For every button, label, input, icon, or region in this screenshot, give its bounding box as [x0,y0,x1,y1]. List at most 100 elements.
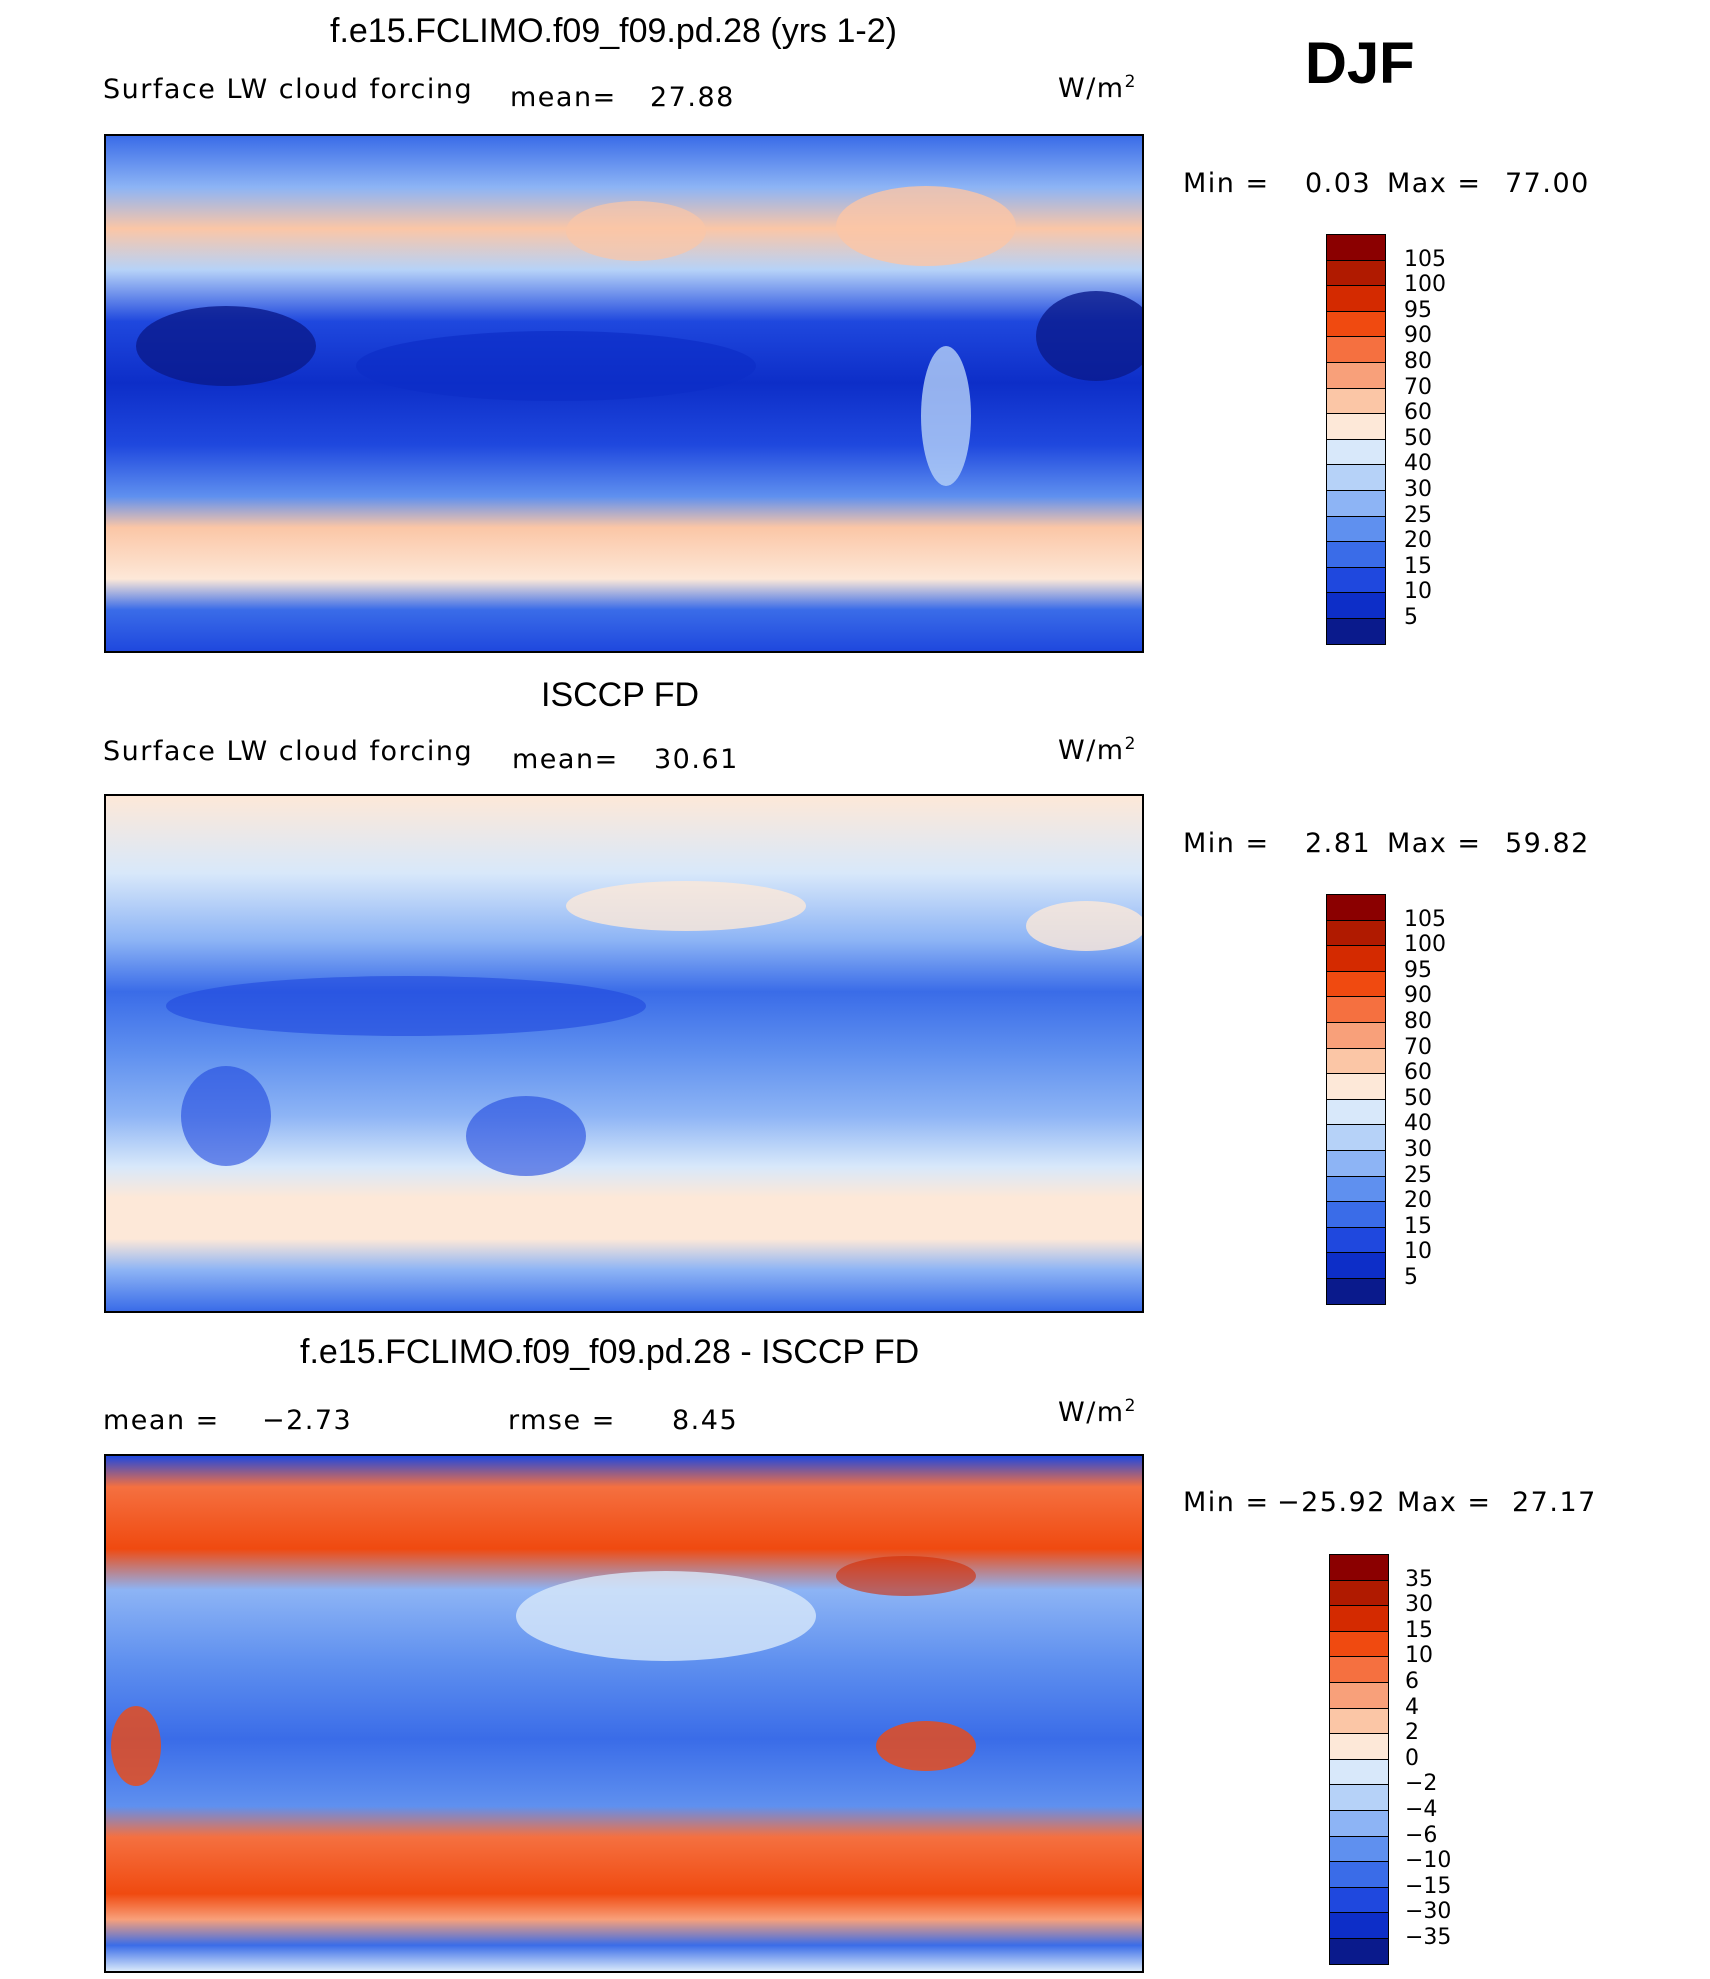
colorbar-label: 15 [1404,1213,1432,1239]
panel1-min-value: 0.03 [1305,168,1372,199]
colorbar-label: 0 [1405,1745,1419,1771]
colorbar-label: 60 [1404,400,1432,426]
colorbar-label: 40 [1404,451,1432,477]
colorbar-label: 100 [1404,272,1446,298]
panel3-min-value: −25.92 [1277,1487,1386,1518]
colorbar-label: 90 [1404,983,1432,1009]
panel3-rmse-label: rmse = [508,1405,616,1436]
panel2-min-value: 2.81 [1305,828,1372,859]
colorbar-swatch [1329,1758,1389,1786]
colorbar-swatch [1326,413,1386,440]
colorbar-swatch [1329,1682,1389,1709]
colorbar-swatch [1326,945,1386,972]
colorbar-label: 10 [1404,579,1432,605]
panel3-max-label: Max = [1397,1487,1492,1518]
colorbar-label: 15 [1405,1617,1433,1643]
panel3-title: f.e15.FCLIMO.f09_f09.pd.28 - ISCCP FD [300,1333,920,1371]
colorbar-swatch [1326,919,1386,947]
colorbar-label: 100 [1404,932,1446,958]
panel2-field [106,796,1142,1311]
colorbar-swatch [1326,387,1386,415]
panel3-field [106,1456,1142,1971]
colorbar-label: −35 [1405,1925,1452,1950]
panel2-variable: Surface LW cloud forcing [103,736,474,767]
panel2-map [104,794,1144,1313]
panel2-mean-label: mean= [512,744,619,775]
colorbar-swatch [1326,1226,1386,1254]
colorbar-label: 25 [1404,1162,1432,1188]
panel3-units: W/m2 [1058,1396,1137,1428]
colorbar-label: −4 [1405,1797,1438,1822]
colorbar-label: 30 [1404,477,1432,502]
colorbar-label: 70 [1404,1034,1432,1060]
colorbar-swatch [1329,1784,1389,1811]
panel1-min-label: Min = [1183,168,1270,199]
colorbar-label: 5 [1404,605,1418,630]
colorbar-swatch [1326,490,1386,517]
colorbar-swatch [1326,1022,1386,1049]
panel2-units: W/m2 [1058,734,1137,766]
colorbar-swatch [1329,1554,1389,1581]
colorbar-swatch [1326,541,1386,568]
colorbar-swatch [1326,618,1386,645]
colorbar-label: 50 [1404,1085,1432,1111]
panel2-min-label: Min = [1183,828,1270,859]
colorbar-label: 95 [1404,957,1432,983]
panel1-max-label: Max = [1387,168,1482,199]
colorbar-swatch [1329,1861,1389,1888]
colorbar-swatch [1326,1047,1386,1075]
colorbar-swatch [1329,1656,1389,1683]
colorbar-swatch [1326,515,1386,543]
colorbar-label: 30 [1405,1592,1433,1618]
panel1-title: f.e15.FCLIMO.f09_f09.pd.28 (yrs 1-2) [330,12,897,50]
colorbar-label: 105 [1404,906,1446,932]
colorbar-label: 35 [1405,1566,1433,1592]
panel3-mean-value: −2.73 [262,1405,353,1436]
colorbar-label: 4 [1405,1694,1419,1720]
colorbar-label: 30 [1404,1137,1432,1162]
panel1-variable: Surface LW cloud forcing [103,74,474,105]
colorbar-swatch [1326,259,1386,287]
colorbar-label: −30 [1405,1899,1452,1925]
colorbar-swatch [1326,970,1386,998]
colorbar-label: 105 [1404,246,1446,272]
colorbar-label: 20 [1404,528,1432,554]
panel2-max-label: Max = [1387,828,1482,859]
colorbar-label: −10 [1405,1848,1452,1874]
colorbar-swatch [1326,438,1386,466]
panel1-mean-label: mean= [510,82,617,113]
colorbar-swatch [1329,1938,1389,1965]
colorbar-label: 6 [1405,1669,1419,1694]
panel2-max-value: 59.82 [1505,828,1590,859]
panel2-title: ISCCP FD [541,676,700,714]
colorbar-label: 25 [1404,502,1432,528]
colorbar-swatch [1326,996,1386,1023]
colorbar-swatch [1329,1835,1389,1863]
colorbar-label: 5 [1404,1265,1418,1290]
colorbar-label: 80 [1404,1009,1432,1034]
colorbar-swatch [1326,1278,1386,1305]
panel3-mean-label: mean = [103,1405,220,1436]
colorbar-swatch [1326,894,1386,921]
colorbar-swatch [1326,1124,1386,1151]
colorbar-swatch [1326,464,1386,491]
colorbar-swatch [1329,1579,1389,1607]
colorbar-swatch [1329,1707,1389,1735]
colorbar-swatch [1326,592,1386,619]
colorbar-label: 95 [1404,297,1432,323]
colorbar-swatch [1329,1630,1389,1658]
colorbar-swatch [1326,1252,1386,1279]
panel1-mean-value: 27.88 [650,82,735,113]
colorbar-label: 70 [1404,374,1432,400]
colorbar-swatch [1326,1175,1386,1203]
colorbar-label: 20 [1404,1188,1432,1214]
colorbar-swatch [1326,566,1386,594]
panel3-map [104,1454,1144,1973]
colorbar-swatch [1326,336,1386,363]
panel3-max-value: 27.17 [1512,1487,1597,1518]
colorbar-label: 60 [1404,1060,1432,1086]
colorbar-label: 40 [1404,1111,1432,1137]
colorbar-label: 10 [1405,1643,1433,1669]
panel3-rmse-value: 8.45 [672,1405,739,1436]
colorbar-swatch [1326,362,1386,389]
